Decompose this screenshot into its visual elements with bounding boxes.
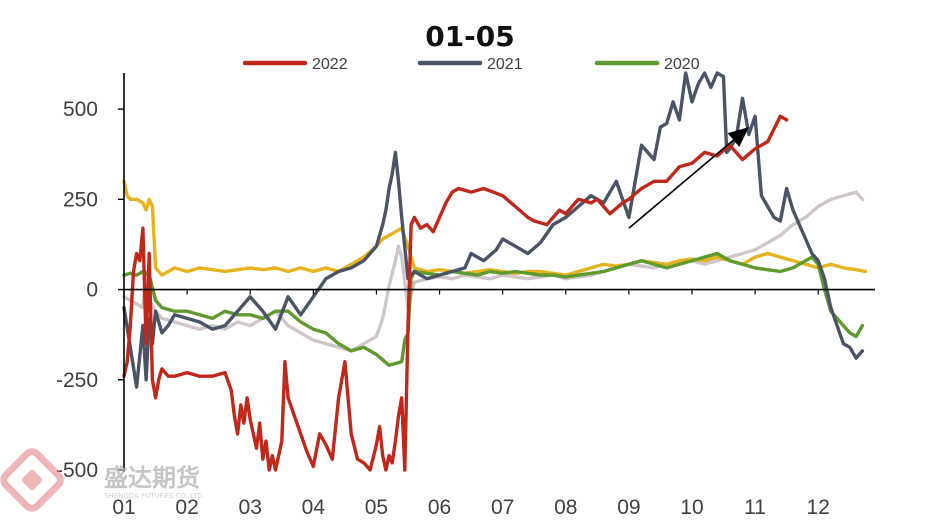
legend: 2022 2021 2020 bbox=[242, 56, 700, 73]
x-tick-label: 03 bbox=[239, 496, 262, 519]
x-tick-label: 07 bbox=[491, 496, 514, 519]
legend-label-2021: 2021 bbox=[487, 56, 523, 73]
y-tick-label: -500 bbox=[56, 459, 98, 482]
x-tick-label: 02 bbox=[175, 496, 198, 519]
x-tick-label: 04 bbox=[302, 496, 326, 519]
series-line-2022 bbox=[122, 114, 789, 472]
watermark-logo-icon bbox=[0, 448, 64, 512]
y-tick-label: 0 bbox=[86, 279, 98, 302]
trend-arrow-head bbox=[727, 127, 749, 147]
trend-arrow-shaft bbox=[628, 139, 735, 229]
series-line-2021 bbox=[122, 71, 865, 389]
x-tick-label: 11 bbox=[744, 496, 766, 519]
x-tick-label: 12 bbox=[807, 496, 830, 519]
x-tick-label: 01 bbox=[112, 496, 135, 519]
series-line-2020 bbox=[122, 251, 865, 367]
chart-title: 01-05 bbox=[425, 20, 515, 53]
axis-layer: 500 250 0 -250 -500 01 02 03 04 05 06 07 08 09 10 11 12 bbox=[56, 73, 875, 519]
y-tick-label: 500 bbox=[63, 98, 98, 121]
legend-label-2022: 2022 bbox=[312, 56, 348, 73]
series-line-extra-3 bbox=[122, 179, 868, 277]
series-layer bbox=[122, 71, 868, 472]
legend-label-2020: 2020 bbox=[664, 56, 700, 73]
watermark-text: 盛达期货 bbox=[104, 464, 200, 492]
y-tick-label: 250 bbox=[63, 188, 98, 211]
x-tick-label: 06 bbox=[428, 496, 451, 519]
x-tick-label: 05 bbox=[365, 496, 388, 519]
x-tick-label: 09 bbox=[617, 496, 640, 519]
watermark-subtext: SHENGDA FUTURES CO.,LTD. bbox=[104, 492, 205, 500]
y-tick-label: -250 bbox=[56, 369, 98, 392]
annotation-layer bbox=[628, 127, 749, 229]
x-tick-label: 08 bbox=[554, 496, 577, 519]
x-tick-label: 10 bbox=[680, 496, 703, 519]
